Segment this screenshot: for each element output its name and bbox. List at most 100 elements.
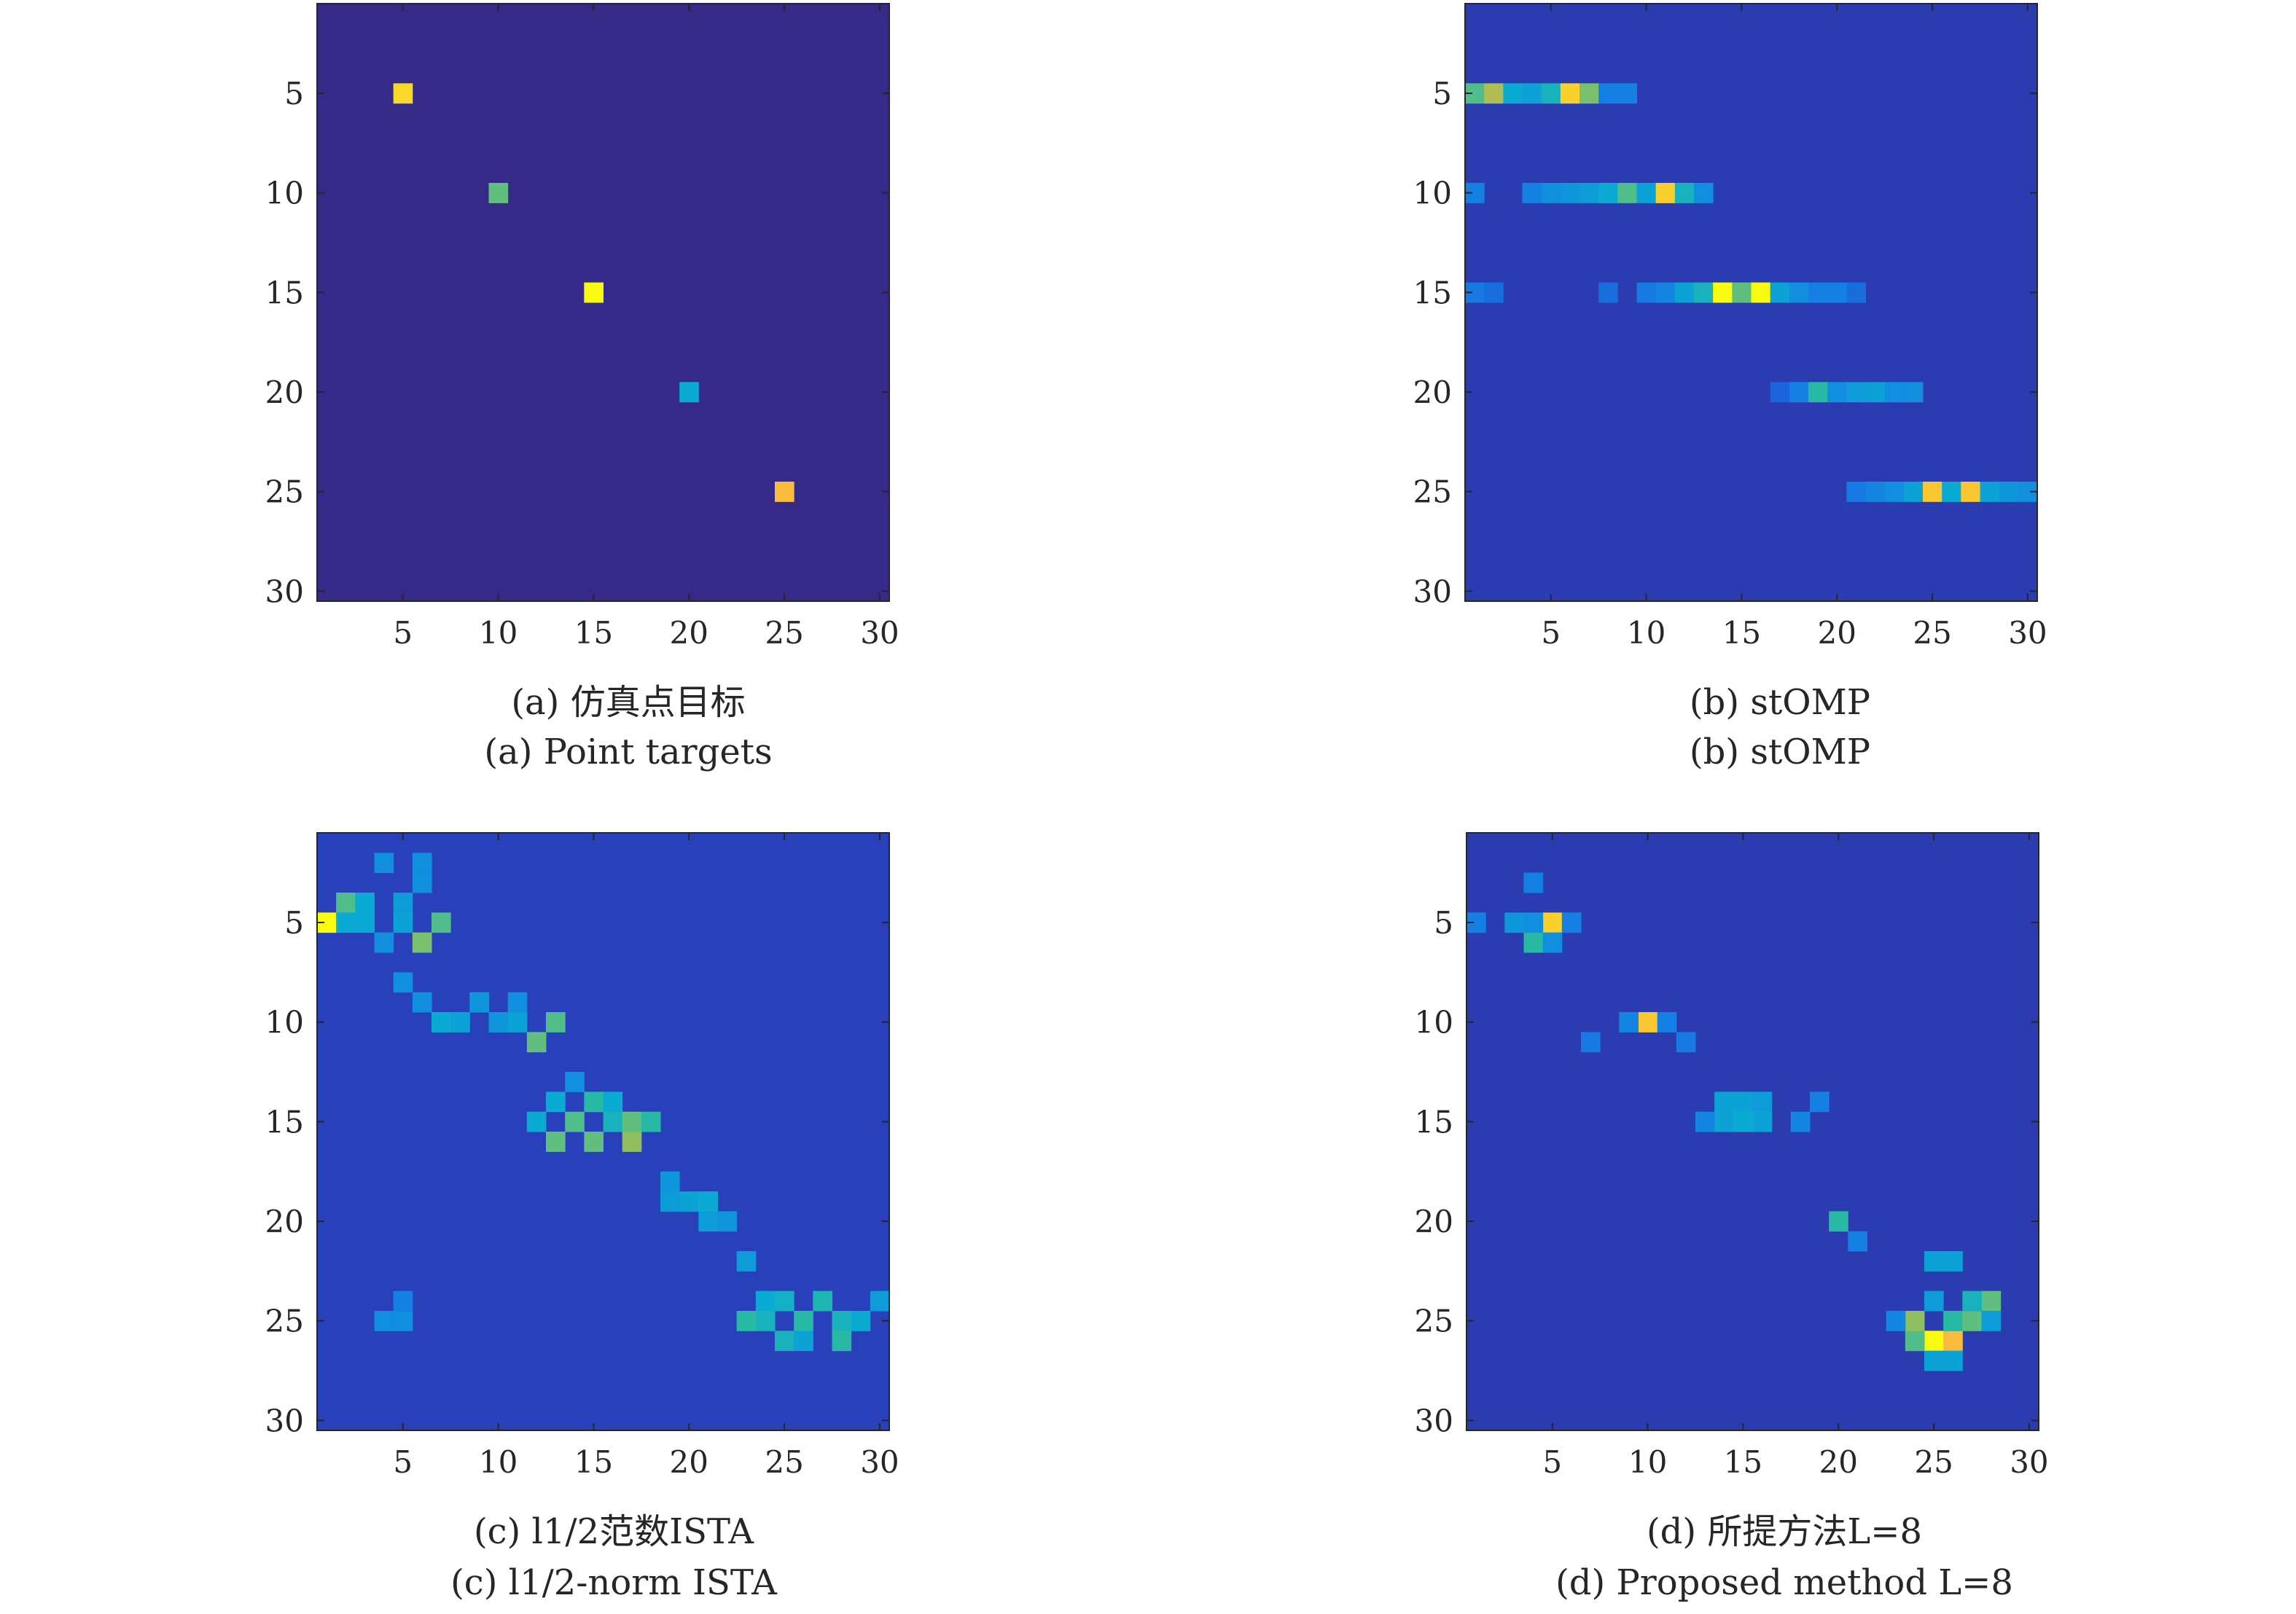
- axes-frame: [1466, 832, 2039, 1431]
- heatmap-cell: [1598, 83, 1618, 104]
- heatmap-cell: [488, 1012, 509, 1033]
- heatmap-cell: [1714, 1092, 1734, 1113]
- heatmap-cell: [794, 1331, 813, 1352]
- x-tick-label: 25: [765, 1444, 803, 1480]
- heatmap-cell: [1886, 1311, 1906, 1331]
- heatmap-cell: [1580, 83, 1599, 104]
- heatmap-cell: [584, 1132, 604, 1152]
- caption-a-cn: (a) 仿真点目标: [511, 682, 745, 723]
- heatmap-cell: [1751, 282, 1771, 303]
- heatmap-cell: [1636, 282, 1657, 303]
- heatmap-cell: [584, 1092, 604, 1113]
- heatmap-cell: [870, 1290, 890, 1312]
- heatmap-cell: [1923, 482, 1942, 502]
- heatmap-cell: [1752, 1092, 1773, 1113]
- heatmap-cell: [1522, 83, 1542, 104]
- heatmap-cell: [1884, 382, 1905, 403]
- heatmap-cell: [412, 872, 432, 893]
- heatmap-cell: [1541, 183, 1561, 203]
- x-tick-label: 25: [1914, 1444, 1953, 1480]
- heatmap-cell: [1674, 282, 1695, 303]
- heatmap-cell: [1770, 282, 1790, 303]
- caption-b-en: (b) stOMP: [1690, 732, 1870, 772]
- heatmap-cell: [1581, 1032, 1601, 1053]
- heatmap-cell: [1999, 482, 2019, 502]
- heatmap-cell: [432, 912, 451, 933]
- heatmap-cell: [1789, 382, 1809, 403]
- heatmap-cell: [1484, 83, 1504, 104]
- panel-c: 5 10 15 20 25 30 5 10 15 20 25 30: [265, 832, 899, 1480]
- heatmap-cell: [1810, 1092, 1830, 1113]
- heatmap-cell: [1903, 482, 1924, 502]
- heatmap-cell: [832, 1331, 852, 1352]
- heatmap-cell: [1846, 482, 1866, 502]
- y-tick-label: 10: [1413, 176, 1452, 211]
- heatmap-cell: [507, 992, 528, 1013]
- y-tick-label: 25: [1413, 474, 1452, 510]
- heatmap-cell: [412, 992, 432, 1013]
- heatmap-cell: [393, 972, 413, 993]
- heatmap-cell: [1924, 1251, 1944, 1272]
- heatmap-cell: [393, 1311, 413, 1331]
- heatmap-cell: [432, 1012, 451, 1033]
- heatmap-cell: [1732, 282, 1752, 303]
- heatmap-cell: [1676, 1032, 1696, 1053]
- axes-frame: [316, 832, 890, 1431]
- heatmap-cell: [660, 1171, 680, 1192]
- heatmap-cell: [565, 1111, 585, 1132]
- heatmap-cell: [1943, 1350, 1963, 1371]
- heatmap-cell: [1713, 282, 1733, 303]
- x-tick-label: 25: [1913, 615, 1951, 651]
- heatmap-cell: [1865, 382, 1886, 403]
- heatmap-cell: [1924, 1290, 1944, 1312]
- y-tick-label: 30: [265, 1403, 304, 1438]
- heatmap-cell: [526, 1111, 547, 1132]
- heatmap-cell: [1674, 183, 1695, 203]
- y-tick-label: 20: [1413, 375, 1452, 410]
- heatmap-cell: [1924, 1331, 1944, 1352]
- x-tick-label: 15: [574, 615, 613, 651]
- heatmap-cell: [1617, 83, 1637, 104]
- heatmap-cell: [698, 1211, 718, 1232]
- x-tick-label: 15: [1724, 1444, 1762, 1480]
- heatmap-cell: [698, 1191, 718, 1212]
- heatmap-cell: [1846, 282, 1866, 303]
- heatmap-cell: [1943, 1251, 1963, 1272]
- heatmap-cell: [1943, 1331, 1963, 1352]
- heatmap-cell: [526, 1032, 547, 1053]
- heatmap-cell: [1827, 382, 1847, 403]
- axes-frame: [1464, 3, 2038, 602]
- heatmap-cell: [1655, 282, 1676, 303]
- y-tick-label: 25: [1415, 1304, 1453, 1339]
- heatmap-cell: [1903, 382, 1924, 403]
- caption-b-cn: (b) stOMP: [1690, 682, 1870, 723]
- heatmap-cell: [1789, 282, 1809, 303]
- heatmap-cell: [679, 382, 699, 403]
- y-tick-label: 15: [1415, 1104, 1453, 1140]
- heatmap-cell: [1523, 912, 1544, 933]
- heatmap-cell: [1580, 183, 1599, 203]
- heatmap-cell: [1846, 382, 1866, 403]
- heatmap-cell: [374, 932, 394, 953]
- heatmap-cell: [393, 912, 413, 933]
- caption-a-en: (a) Point targets: [484, 732, 772, 772]
- x-tick-label: 30: [2010, 1444, 2048, 1480]
- heatmap-cell: [1733, 1092, 1753, 1113]
- caption-d-en: (d) Proposed method L=8: [1555, 1562, 2013, 1603]
- y-tick-label: 5: [284, 76, 304, 111]
- heatmap-cell: [1981, 1290, 2002, 1312]
- heatmap-cell: [374, 853, 394, 874]
- y-tick-label: 30: [1413, 573, 1452, 609]
- heatmap-cell: [546, 1092, 566, 1113]
- y-tick-label: 20: [265, 1204, 304, 1239]
- y-tick-label: 15: [265, 275, 304, 310]
- heatmap-cell: [832, 1311, 852, 1331]
- x-tick-label: 30: [860, 1444, 899, 1480]
- heatmap-cell: [1905, 1331, 1925, 1352]
- heatmap-cell: [1943, 1311, 1963, 1331]
- heatmap-cell: [584, 282, 604, 303]
- heatmap-cell: [1561, 912, 1582, 933]
- heatmap-cell: [336, 912, 356, 933]
- heatmap-cell: [1484, 282, 1504, 303]
